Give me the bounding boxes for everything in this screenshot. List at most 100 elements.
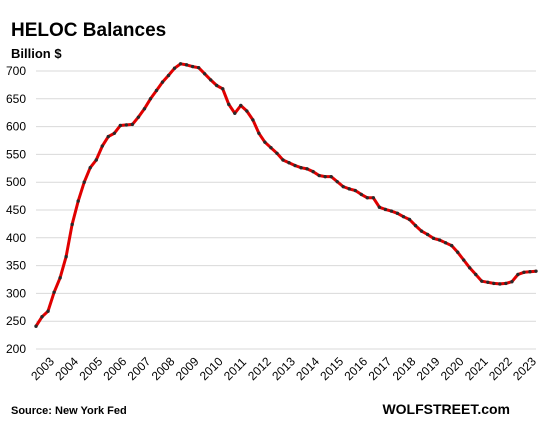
data-point	[468, 266, 472, 270]
data-point	[202, 72, 207, 76]
x-tick-label: 2009	[173, 354, 202, 383]
data-point	[215, 83, 219, 88]
data-point	[221, 87, 225, 91]
data-point	[383, 207, 388, 212]
y-tick-label: 250	[6, 314, 26, 328]
x-tick-label: 2018	[390, 354, 419, 383]
data-point	[40, 315, 44, 319]
data-point	[462, 258, 466, 262]
data-point	[112, 131, 117, 135]
y-tick-label: 400	[6, 231, 26, 245]
data-point	[516, 272, 520, 277]
data-point	[88, 166, 92, 170]
x-axis-ticks: 2003200420052006200720082009201020112012…	[28, 354, 539, 383]
data-point	[124, 123, 129, 127]
data-point	[227, 102, 231, 107]
data-point	[305, 167, 309, 171]
data-point	[335, 179, 339, 184]
data-point	[419, 229, 424, 233]
chart-title: HELOC Balances	[11, 20, 166, 41]
data-point	[443, 241, 448, 245]
data-point	[160, 80, 165, 84]
data-point	[70, 222, 74, 227]
x-tick-label: 2013	[269, 354, 298, 383]
data-point	[510, 280, 514, 284]
data-point	[196, 65, 201, 70]
x-tick-label: 2004	[52, 354, 81, 383]
x-tick-label: 2017	[366, 354, 395, 383]
data-point	[287, 161, 291, 165]
y-tick-label: 500	[6, 175, 26, 189]
data-point	[269, 146, 273, 150]
y-tick-label: 700	[6, 64, 26, 78]
data-point	[184, 63, 189, 67]
data-point	[46, 309, 50, 313]
data-point	[504, 281, 508, 286]
y-tick-label: 650	[6, 92, 26, 106]
x-tick-label: 2022	[486, 354, 515, 383]
data-point	[76, 199, 80, 203]
data-point	[106, 134, 110, 139]
data-point	[534, 269, 538, 273]
x-tick-label: 2011	[221, 355, 249, 383]
data-point	[437, 238, 442, 242]
data-point	[455, 250, 460, 254]
data-point	[251, 118, 255, 122]
data-point	[190, 64, 195, 69]
x-tick-label: 2005	[76, 354, 105, 383]
x-tick-label: 2010	[197, 354, 226, 383]
data-point	[353, 188, 357, 193]
data-point	[323, 174, 327, 179]
data-point	[347, 187, 351, 191]
data-point	[64, 255, 68, 259]
data-point	[389, 209, 394, 213]
y-tick-label: 300	[6, 286, 26, 300]
data-point	[178, 62, 183, 66]
data-point	[58, 276, 62, 280]
brand-watermark: WOLFSTREET.com	[382, 401, 510, 417]
x-tick-label: 2014	[293, 354, 322, 383]
data-point	[528, 270, 532, 274]
y-tick-label: 200	[6, 342, 26, 356]
data-point	[94, 158, 98, 162]
data-point	[208, 78, 213, 82]
x-tick-label: 2020	[438, 354, 467, 383]
data-point	[172, 66, 177, 70]
data-point	[413, 223, 418, 228]
data-point	[136, 115, 141, 119]
data-point	[281, 158, 285, 162]
data-point	[341, 184, 345, 189]
data-point	[486, 280, 490, 284]
y-tick-label: 600	[6, 120, 26, 134]
x-tick-label: 2008	[149, 354, 178, 383]
data-point	[395, 211, 400, 216]
y-axis-ticks: 200 250 300 350 400 450 500 550 600 650 700	[6, 64, 26, 356]
data-point	[275, 151, 279, 155]
data-point	[154, 88, 159, 93]
data-point	[365, 196, 370, 200]
source-note: Source: New York Fed	[11, 405, 127, 417]
data-point	[407, 217, 412, 222]
data-point	[166, 73, 171, 78]
x-tick-label: 2015	[317, 354, 346, 383]
x-tick-label: 2023	[510, 354, 539, 383]
data-point	[148, 97, 153, 101]
data-point	[371, 196, 376, 200]
data-point	[359, 192, 364, 197]
x-tick-label: 2006	[101, 354, 130, 383]
x-tick-label: 2007	[125, 354, 154, 383]
series-line	[34, 62, 538, 328]
y-axis-label: Billion $	[11, 46, 62, 61]
data-point	[329, 174, 333, 179]
data-point	[52, 290, 56, 294]
x-tick-label: 2021	[462, 354, 491, 383]
x-tick-label: 2016	[341, 354, 370, 383]
x-tick-label: 2019	[414, 354, 443, 383]
data-point	[498, 282, 502, 286]
data-point	[449, 243, 454, 248]
gridlines	[36, 70, 536, 350]
data-point	[401, 214, 406, 219]
data-point	[377, 205, 382, 209]
data-point	[425, 232, 430, 237]
